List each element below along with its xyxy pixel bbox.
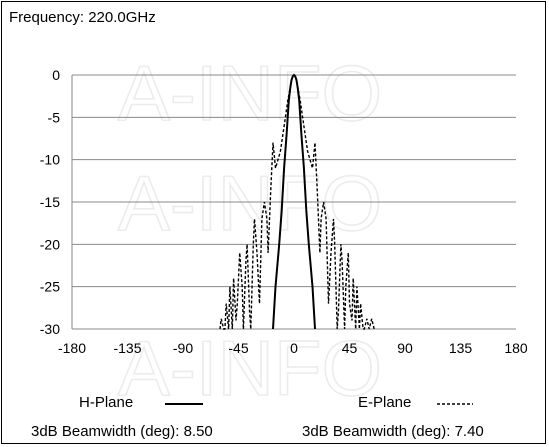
x-tick-label: 45 — [342, 340, 358, 356]
x-tick-label: -135 — [113, 340, 141, 356]
e-plane-line — [219, 73, 375, 330]
y-tick-label: -20 — [40, 236, 60, 252]
y-tick-label: 0 — [52, 67, 60, 83]
y-tick-label: -30 — [40, 321, 60, 337]
h-plane-line — [272, 73, 316, 330]
x-tick-label: 135 — [449, 340, 473, 356]
x-tick-label: -180 — [58, 340, 86, 356]
series-group — [219, 73, 375, 330]
legend-h-plane-label: H-Plane — [79, 394, 134, 411]
watermark-text: A-INFO — [118, 324, 382, 412]
x-tick-label: -90 — [173, 340, 193, 356]
watermark-text: A-INFO — [118, 49, 382, 137]
x-tick-label: 0 — [290, 340, 298, 356]
y-tick-label: -10 — [40, 152, 60, 168]
watermark-group: A-INFO A-INFO A-INFO — [117, 48, 383, 413]
y-tick-labels: 0 -5 -10 -15 -20 -25 -30 — [40, 67, 60, 337]
x-tick-label: -45 — [228, 340, 248, 356]
frequency-title: Frequency: 220.0GHz — [9, 9, 156, 26]
y-tick-label: -15 — [40, 194, 60, 210]
y-tick-label: -25 — [40, 279, 60, 295]
watermark-text: A-INFO — [118, 159, 382, 247]
legend-e-plane-label: E-Plane — [358, 394, 412, 411]
e-plane-beamwidth: 3dB Beamwidth (deg): 7.40 — [302, 423, 484, 440]
y-tick-label: -5 — [48, 109, 61, 125]
axes — [71, 75, 516, 330]
x-tick-label: 90 — [397, 340, 413, 356]
x-tick-labels: -180 -135 -90 -45 0 45 90 135 180 — [58, 340, 528, 356]
h-plane-beamwidth: 3dB Beamwidth (deg): 8.50 — [31, 423, 213, 440]
x-tick-label: 180 — [504, 340, 528, 356]
